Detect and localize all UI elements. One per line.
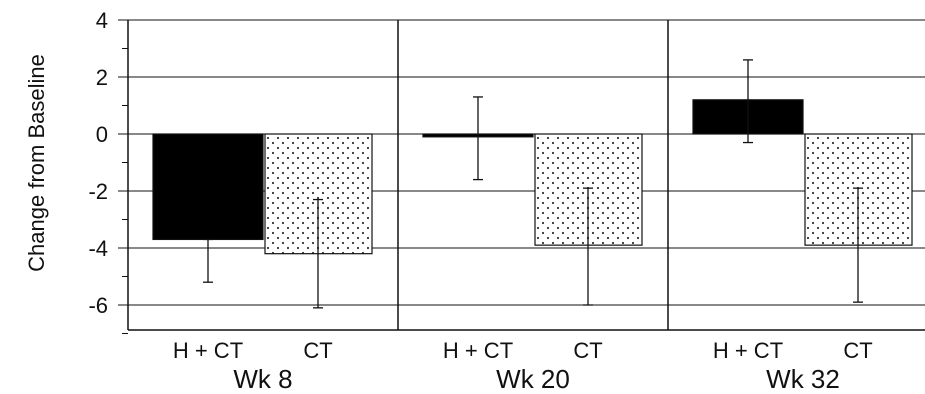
y-tick-label: -4 [88, 236, 108, 261]
y-tick-label: -2 [88, 179, 108, 204]
category-label: CT [843, 338, 872, 363]
y-tick-label: 4 [96, 8, 108, 33]
y-axis-label: Change from Baseline [24, 54, 49, 272]
category-label: H + CT [443, 338, 513, 363]
group-label: Wk 8 [233, 364, 292, 394]
y-tick-label: 2 [96, 65, 108, 90]
category-label: CT [303, 338, 332, 363]
category-label: CT [573, 338, 602, 363]
group-label: Wk 20 [496, 364, 570, 394]
category-label: H + CT [713, 338, 783, 363]
y-tick-label: 0 [96, 122, 108, 147]
y-tick-label: -6 [88, 293, 108, 318]
group-label: Wk 32 [766, 364, 840, 394]
bar-h-ct [152, 133, 264, 241]
category-label: H + CT [173, 338, 243, 363]
